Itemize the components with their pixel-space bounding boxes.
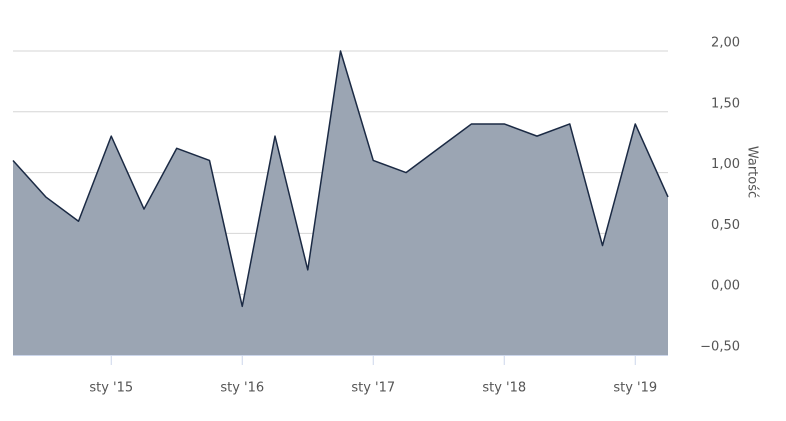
y-tick-label: −0,50: [700, 340, 740, 355]
x-tick-label: sty '15: [89, 381, 133, 396]
x-tick-label: sty '17: [351, 381, 395, 396]
x-tick-label: sty '18: [482, 381, 526, 396]
line: [12, 50, 669, 308]
y-tick-label: 1,00: [711, 157, 740, 172]
x-tick-label: sty '19: [613, 381, 657, 396]
y-tick-label: 0,50: [711, 218, 740, 233]
y-tick-label: 1,50: [711, 96, 740, 111]
area: [13, 51, 668, 355]
y-tick-label: 2,00: [711, 36, 740, 51]
y-tick-label: 0,00: [711, 279, 740, 294]
x-tick-label: sty '16: [220, 381, 264, 396]
y-axis-title: Wartość: [745, 146, 760, 198]
